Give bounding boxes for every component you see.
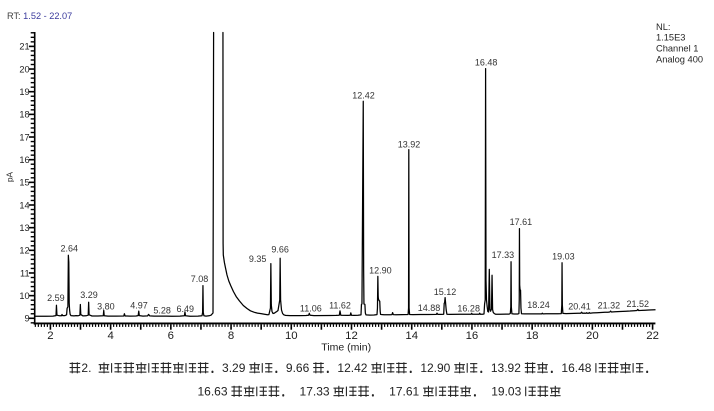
svg-text:11.62: 11.62 xyxy=(329,301,351,311)
svg-text:14.88: 14.88 xyxy=(418,303,441,313)
svg-text:14: 14 xyxy=(19,200,29,210)
svg-text:7.08: 7.08 xyxy=(191,274,209,284)
svg-text:pA: pA xyxy=(6,171,15,182)
svg-text:NL:: NL: xyxy=(656,22,670,32)
svg-text:12: 12 xyxy=(19,246,29,256)
svg-text:17.33: 17.33 xyxy=(300,385,330,399)
svg-text:5.28: 5.28 xyxy=(153,305,171,315)
svg-text:16: 16 xyxy=(466,330,479,342)
svg-text:16.48: 16.48 xyxy=(561,361,591,375)
svg-text:9.66: 9.66 xyxy=(286,361,310,375)
svg-text:2: 2 xyxy=(47,330,53,342)
svg-text:21.52: 21.52 xyxy=(627,299,650,309)
svg-text:3.29: 3.29 xyxy=(222,361,246,375)
svg-text:9.66: 9.66 xyxy=(271,244,289,254)
svg-text:2.59: 2.59 xyxy=(47,293,65,303)
svg-text:19: 19 xyxy=(19,87,29,97)
svg-text:12.42: 12.42 xyxy=(352,91,375,101)
svg-text:20: 20 xyxy=(19,64,29,74)
svg-text:RT: 1.52 - 22.07: RT: 1.52 - 22.07 xyxy=(7,11,72,21)
svg-text:Analog 400: Analog 400 xyxy=(656,54,703,64)
svg-text:11: 11 xyxy=(20,268,30,278)
svg-text:13: 13 xyxy=(19,223,29,233)
svg-text:21.32: 21.32 xyxy=(598,301,621,311)
svg-text:18.24: 18.24 xyxy=(527,300,550,310)
svg-text:12.90: 12.90 xyxy=(369,266,392,276)
svg-text:16.28: 16.28 xyxy=(457,303,480,313)
svg-text:13.92: 13.92 xyxy=(398,140,421,150)
svg-text:18: 18 xyxy=(19,110,29,120)
svg-text:14: 14 xyxy=(405,330,418,342)
svg-text:3.29: 3.29 xyxy=(80,290,98,300)
svg-text:15.12: 15.12 xyxy=(434,287,457,297)
svg-text:4.97: 4.97 xyxy=(130,300,148,310)
svg-text:Time (min): Time (min) xyxy=(321,341,371,353)
svg-text:6.49: 6.49 xyxy=(177,304,195,314)
svg-text:20.41: 20.41 xyxy=(568,302,591,312)
svg-text:17: 17 xyxy=(19,132,29,142)
svg-text:21: 21 xyxy=(19,42,29,52)
svg-text:17.33: 17.33 xyxy=(492,250,515,260)
svg-text:16.63: 16.63 xyxy=(198,385,228,399)
svg-text:10: 10 xyxy=(19,291,29,301)
svg-text:16: 16 xyxy=(19,155,29,165)
svg-text:13.92: 13.92 xyxy=(491,361,521,375)
svg-text:15: 15 xyxy=(19,178,29,188)
svg-text:3.80: 3.80 xyxy=(97,301,115,311)
svg-text:11.06: 11.06 xyxy=(300,304,322,314)
svg-text:12.42: 12.42 xyxy=(337,361,367,375)
svg-text:1.15E3: 1.15E3 xyxy=(656,33,685,43)
svg-text:6: 6 xyxy=(168,330,174,342)
svg-text:2.: 2. xyxy=(81,361,91,375)
svg-text:2.64: 2.64 xyxy=(61,244,79,254)
svg-text:12: 12 xyxy=(345,330,358,342)
svg-text:16.48: 16.48 xyxy=(475,57,498,67)
svg-text:19.03: 19.03 xyxy=(491,385,521,399)
svg-text:4: 4 xyxy=(107,330,113,342)
svg-text:10: 10 xyxy=(285,330,298,342)
svg-text:Channel 1: Channel 1 xyxy=(656,43,698,53)
svg-text:20: 20 xyxy=(586,330,599,342)
svg-text:8: 8 xyxy=(228,330,234,342)
svg-text:17.61: 17.61 xyxy=(510,217,533,227)
svg-text:18: 18 xyxy=(526,330,539,342)
svg-text:9.35: 9.35 xyxy=(249,254,267,264)
svg-text:12.90: 12.90 xyxy=(420,361,450,375)
svg-text:9: 9 xyxy=(24,314,29,324)
svg-text:22: 22 xyxy=(646,330,659,342)
svg-text:17.61: 17.61 xyxy=(389,385,419,399)
svg-text:19.03: 19.03 xyxy=(552,252,575,262)
